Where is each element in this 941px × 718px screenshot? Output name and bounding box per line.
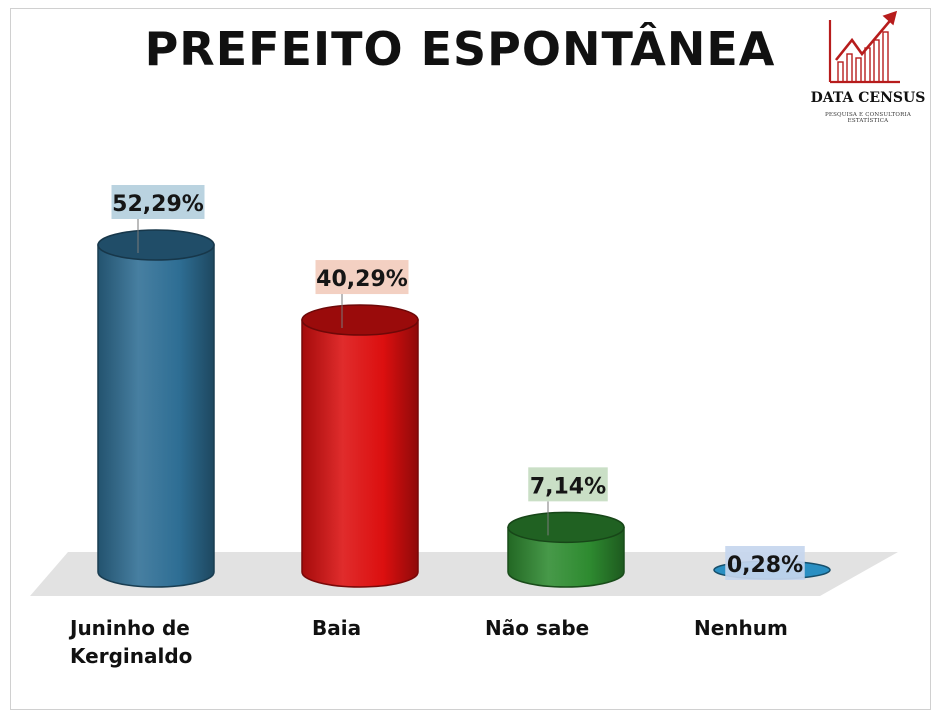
category-label-2: Baia: [312, 614, 361, 642]
data-label-text: 7,14%: [530, 474, 606, 499]
category-label-line: Kerginaldo: [70, 644, 193, 668]
logo-name: DATA CENSUS: [810, 90, 926, 106]
data-label-box: [528, 467, 608, 502]
category-label-line: Não sabe: [485, 616, 590, 640]
bar-top: [507, 511, 625, 544]
bar-2: [301, 304, 419, 588]
bar-3: [507, 511, 625, 588]
chart-floor: [30, 552, 898, 596]
chart-border: [10, 8, 931, 710]
data-label-text: 0,28%: [727, 553, 803, 578]
category-label-line: Nenhum: [694, 616, 788, 640]
bar-body: [97, 244, 215, 588]
data-label-text: 40,29%: [316, 267, 408, 292]
data-label-3: 7,14%: [528, 467, 608, 536]
data-label-1: 52,29%: [111, 185, 205, 253]
data-label-4: 0,28%: [725, 546, 805, 580]
bar-top: [97, 229, 215, 261]
data-label-box: [725, 546, 805, 580]
data-label-box: [315, 260, 409, 295]
bar-top: [301, 304, 419, 336]
bar-growth-arrow-icon: [828, 10, 900, 84]
data-label-box: [111, 185, 205, 219]
category-label-line: Baia: [312, 616, 362, 640]
logo-tagline: PESQUISA E CONSULTORIA ESTATÍSTICA: [824, 112, 912, 124]
category-label-4: Nenhum: [694, 614, 788, 642]
chart-title: PREFEITO ESPONTÂNEA: [144, 22, 776, 76]
bar-1: [97, 229, 215, 588]
data-label-2: 40,29%: [315, 260, 409, 329]
category-label-3: Não sabe: [485, 614, 589, 642]
data-label-text: 52,29%: [112, 192, 204, 217]
bar-body: [507, 526, 625, 588]
category-label-line: Juninho de: [70, 616, 190, 640]
category-label-1: Juninho de Kerginaldo: [70, 614, 192, 670]
bar-body: [301, 319, 419, 588]
